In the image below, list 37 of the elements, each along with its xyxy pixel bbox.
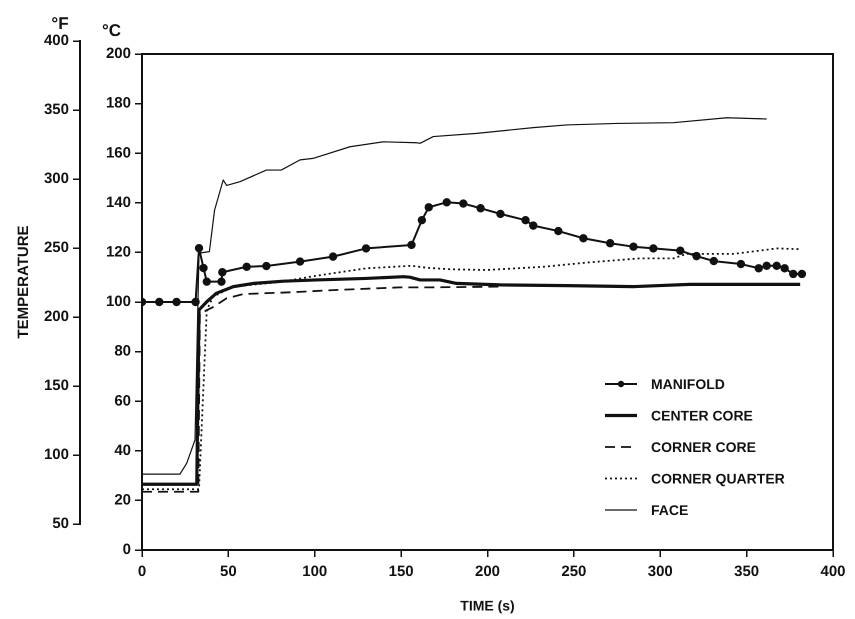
x-axis-title: TIME (s) xyxy=(460,597,515,614)
x-tick-label: 150 xyxy=(388,563,414,580)
legend-label: FACE xyxy=(651,502,688,518)
y-tick-label: 20 xyxy=(114,492,131,509)
y2-axis-title: °F xyxy=(51,14,69,34)
y-tick-label: 0 xyxy=(122,541,131,558)
y-tick-label: 40 xyxy=(114,442,131,459)
y-tick-label: 160 xyxy=(106,144,131,162)
y-tick-label: 200 xyxy=(106,45,131,62)
legend-label: CENTER CORE xyxy=(651,407,753,424)
y-tick-label: 180 xyxy=(106,94,131,112)
text: TEMPERATURE xyxy=(15,225,32,339)
x-tick-label: 350 xyxy=(734,563,760,580)
x-tick-label: 100 xyxy=(302,563,328,580)
y-tick-label: 140 xyxy=(106,194,131,211)
y2-tick-label: 300 xyxy=(44,170,69,188)
x-tick-label: 400 xyxy=(820,563,846,580)
x-tick-label: 300 xyxy=(648,563,673,580)
y2-tick-label: 350 xyxy=(44,101,69,118)
legend-label: MANIFOLD xyxy=(651,376,725,392)
y2-tick-label: 150 xyxy=(44,377,69,394)
x-tick-label: 250 xyxy=(561,563,586,580)
x-tick-label: 200 xyxy=(474,563,500,580)
y-tick-label: 100 xyxy=(106,293,131,310)
y2-tick-label: 200 xyxy=(44,308,69,326)
y-tick-label: 60 xyxy=(114,392,131,410)
y2-tick-label: 400 xyxy=(44,32,69,50)
legend-label: CORNER CORE xyxy=(651,438,756,455)
y-tick-label: 120 xyxy=(106,244,131,261)
y2-tick-label: 250 xyxy=(44,239,69,256)
y2-tick-label: 100 xyxy=(44,446,69,464)
x-tick-label: 50 xyxy=(220,563,237,580)
y-axis-title: °C xyxy=(102,21,122,40)
x-tick-label: 0 xyxy=(138,563,146,580)
y2-tick-label: 50 xyxy=(52,515,69,532)
legend-label: CORNER QUARTER xyxy=(651,470,785,486)
y-tick-label: 80 xyxy=(114,342,131,360)
